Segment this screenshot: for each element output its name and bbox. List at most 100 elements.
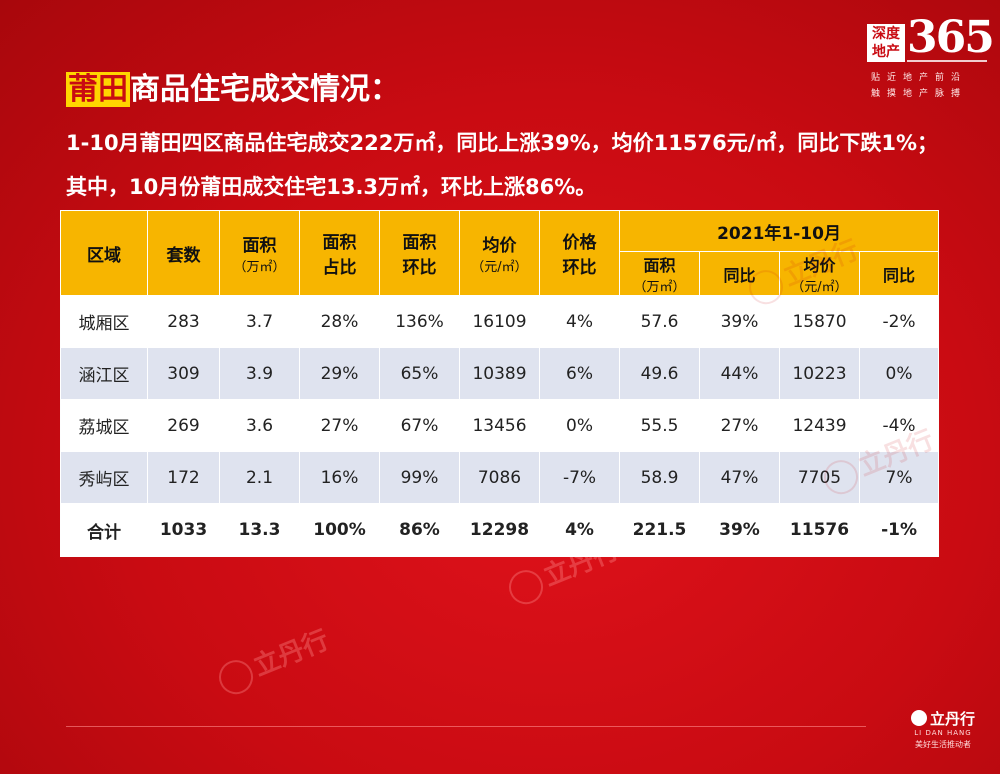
header-units: 套数 [147,210,220,296]
cell-region: 荔城区 [60,399,148,452]
header-area-mom: 面积 环比 [379,210,460,296]
cell-region: 城厢区 [60,295,148,348]
brand-tagline-2: 触摸地产脉搏 [871,89,968,99]
title-highlight: 莆田 [66,72,130,107]
cell-price-mom: 4% [539,503,620,557]
cell-price-mom: 0% [539,399,620,452]
header-ytd-price-label: 均价 [803,256,836,275]
transaction-table: 区域 套数 面积 （万㎡） 面积 占比 面积 环比 均价 （元/㎡） 价格 环比 2021… [60,210,940,557]
cell-area-mom: 136% [379,295,460,348]
cell-share: 16% [299,451,380,504]
header-ytd-price-unit: （元/㎡） [791,280,848,295]
cell-avg-price: 7086 [459,451,540,504]
footer-brand-name: 立丹行 [893,708,993,729]
cell-ytd-price: 12439 [779,399,860,452]
header-area-share-1: 面积 [322,233,357,253]
cell-area: 3.6 [219,399,300,452]
header-region: 区域 [60,210,148,296]
header-avg-price: 均价 （元/㎡） [459,210,540,296]
cell-ytd-area-yoy: 39% [699,503,780,557]
footer-logo-icon [910,710,927,726]
cell-share: 100% [299,503,380,557]
cell-area-mom: 65% [379,347,460,400]
cell-ytd-price-yoy: -2% [858,295,940,348]
brand-box: 深度 地产 [867,24,905,62]
cell-region: 合计 [60,503,148,557]
cell-ytd-area-yoy: 39% [699,295,780,348]
cell-price-mom: 4% [539,295,620,348]
table-total-row: 合计 1033 13.3 100% 86% 12298 4% 221.5 39%… [60,503,940,557]
header-ytd-group: 2021年1-10月 [618,210,940,252]
table-row: 秀屿区 172 2.1 16% 99% 7086 -7% 58.9 47% 77… [60,451,940,504]
cell-units: 309 [147,347,220,400]
cell-area: 3.9 [219,347,300,400]
header-ytd-area: 面积 （万㎡） [619,251,700,296]
cell-ytd-price-yoy: -1% [858,503,940,557]
cell-area-mom: 86% [379,503,460,557]
brand-box-line2: 地产 [872,44,900,60]
header-area-share-2: 占比 [322,258,357,278]
cell-ytd-price-yoy: 0% [858,347,940,400]
cell-price-mom: 6% [539,347,620,400]
cell-avg-price: 10389 [459,347,540,400]
cell-region: 秀屿区 [60,451,148,504]
cell-ytd-price: 15870 [779,295,860,348]
brand-divider [907,60,987,62]
cell-ytd-area-yoy: 27% [699,399,780,452]
cell-area: 2.1 [219,451,300,504]
header-price-mom-2: 环比 [562,258,597,278]
cell-ytd-price-yoy: -4% [858,399,940,452]
footer-brand-en: LI DAN HANG [914,729,972,737]
header-ytd-area-label: 面积 [643,256,676,275]
brand-logo: 深度 地产 365 贴近地产前沿 触摸地产脉搏 [867,8,995,99]
watermark-text: 立丹行 [249,625,334,683]
cell-avg-price: 12298 [459,503,540,557]
header-area-mom-2: 环比 [402,258,437,278]
cell-ytd-area: 55.5 [619,399,700,452]
header-area-unit: （万㎡） [233,260,286,275]
cell-region: 涵江区 [60,347,148,400]
footer-divider [66,726,866,727]
cell-area: 13.3 [219,503,300,557]
cell-avg-price: 13456 [459,399,540,452]
header-ytd-price: 均价 （元/㎡） [779,251,860,296]
footer-slogan: 美好生活推动者 [915,740,971,749]
cell-ytd-area-yoy: 44% [699,347,780,400]
header-avg-price-unit: （元/㎡） [471,260,528,275]
brand-tagline-1: 贴近地产前沿 [871,73,968,83]
header-ytd-price-yoy: 同比 [858,251,940,296]
cell-units: 269 [147,399,220,452]
cell-area: 3.7 [219,295,300,348]
cell-ytd-area-yoy: 47% [699,451,780,504]
header-avg-price-label: 均价 [482,236,517,256]
cell-ytd-area: 57.6 [619,295,700,348]
header-area: 面积 （万㎡） [219,210,300,296]
cell-units: 172 [147,451,220,504]
cell-share: 29% [299,347,380,400]
cell-ytd-price: 10223 [779,347,860,400]
cell-ytd-price: 11576 [779,503,860,557]
cell-share: 27% [299,399,380,452]
cell-ytd-price: 7705 [779,451,860,504]
cell-price-mom: -7% [539,451,620,504]
table-row: 荔城区 269 3.6 27% 67% 13456 0% 55.5 27% 12… [60,399,940,452]
table-row: 城厢区 283 3.7 28% 136% 16109 4% 57.6 39% 1… [60,295,940,348]
table-row: 涵江区 309 3.9 29% 65% 10389 6% 49.6 44% 10… [60,347,940,400]
footer-logo: 立丹行 LI DAN HANG 美好生活推动者 [893,708,993,768]
brand-number: 365 [907,12,995,63]
cell-share: 28% [299,295,380,348]
brand-box-line1: 深度 [872,26,900,42]
cell-units: 283 [147,295,220,348]
cell-units: 1033 [147,503,220,557]
header-area-share: 面积 占比 [299,210,380,296]
summary-text: 1-10月莆田四区商品住宅成交222万㎡，同比上涨39%，均价11576元/㎡，… [66,131,939,199]
header-price-mom-1: 价格 [562,233,597,253]
cell-area-mom: 99% [379,451,460,504]
cell-area-mom: 67% [379,399,460,452]
header-price-mom: 价格 环比 [539,210,620,296]
cell-ytd-area: 49.6 [619,347,700,400]
header-area-mom-1: 面积 [402,233,437,253]
page-title: 莆田商品住宅成交情况： [66,64,400,108]
header-area-label: 面积 [242,236,277,256]
cell-avg-price: 16109 [459,295,540,348]
